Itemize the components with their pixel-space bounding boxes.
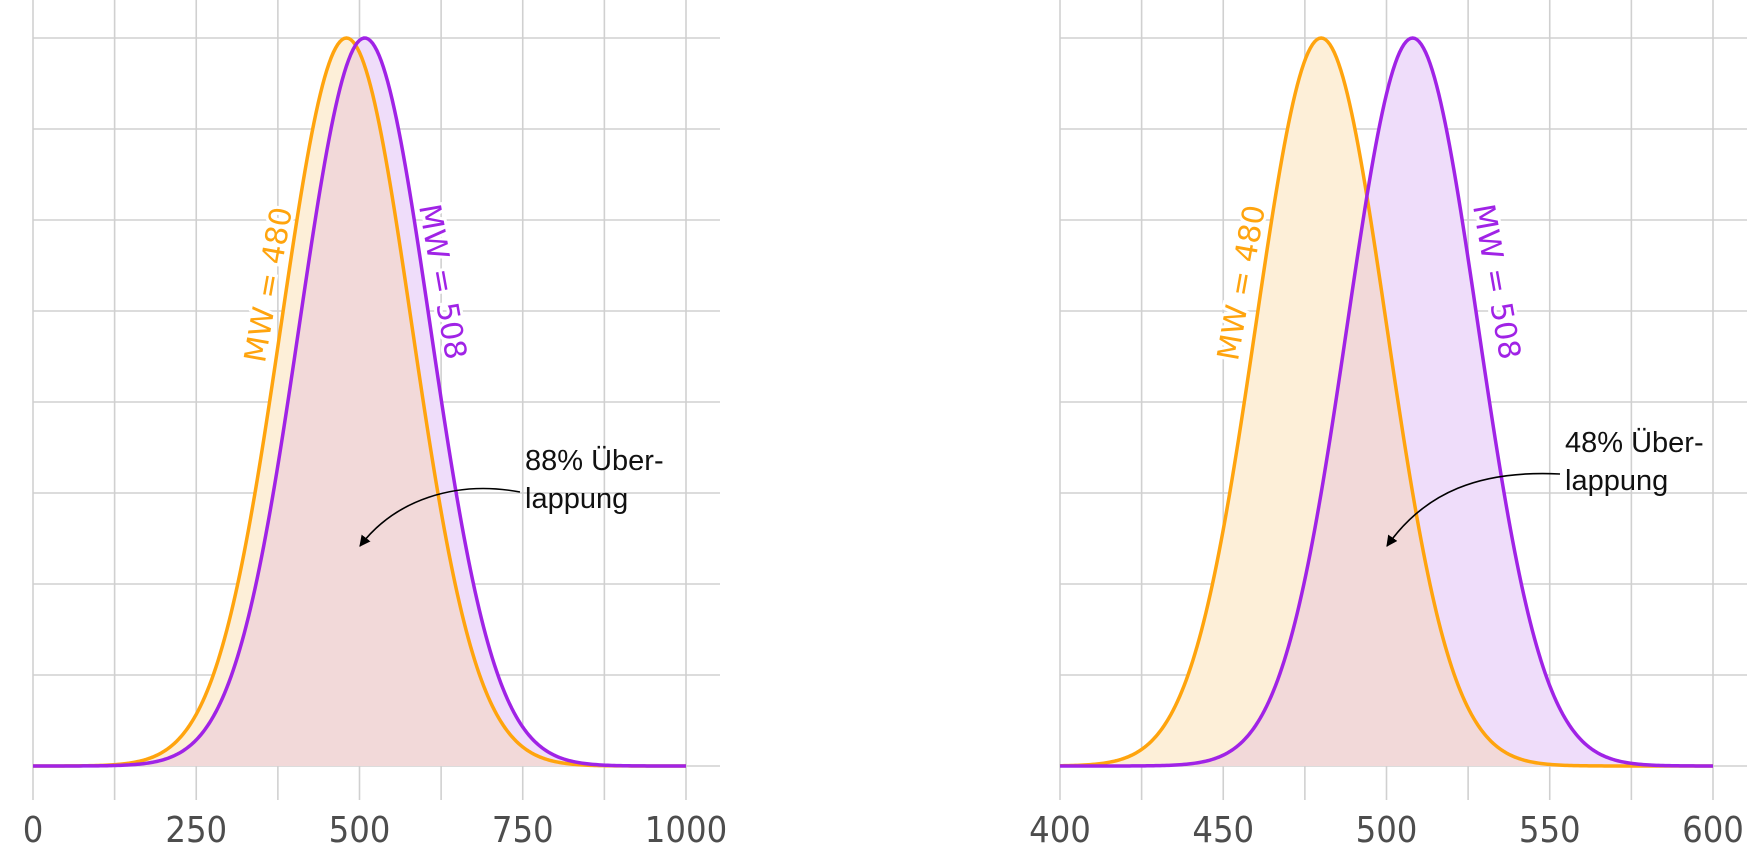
x-tick-label: 450 (1192, 810, 1254, 849)
panel-right: 400 450 500 550 600 MW = 480 MW = 508 48… (1029, 0, 1747, 849)
x-tick-label: 1000 (645, 810, 727, 849)
x-tick-label: 500 (329, 810, 391, 849)
area-overlap (1060, 196, 1713, 766)
curve-series-a (1059, 36, 1713, 768)
annotation-arrow (359, 487, 521, 547)
overlap-annotation-line2: lappung (1565, 465, 1668, 497)
x-tick-label: 250 (165, 810, 227, 849)
x-tick-label: 750 (492, 810, 554, 849)
curve-series-b (1060, 36, 1713, 768)
overlap-annotation-line1: 48% Über- (1565, 427, 1704, 459)
area-overlap (33, 45, 686, 767)
annotation-left: 88% Über- lappung (359, 445, 664, 547)
annotation-right: 48% Über- lappung (1386, 427, 1704, 547)
overlap-annotation-line1: 88% Über- (525, 445, 664, 477)
ticks-right: 400 450 500 550 600 (1029, 810, 1744, 849)
panel-left: 0 250 500 750 1000 MW = 480 MW = 508 88%… (23, 0, 728, 849)
x-tick-label: 550 (1519, 810, 1581, 849)
curve-series-a (33, 36, 686, 768)
annotation-arrow (1386, 472, 1561, 547)
x-tick-label: 0 (23, 810, 44, 849)
curve-series-b (33, 36, 686, 768)
curves-right (1059, 36, 1713, 768)
overlap-annotation-line2: lappung (525, 483, 628, 515)
areas-left (33, 38, 686, 767)
x-tick-label: 600 (1682, 810, 1744, 849)
x-tick-label: 500 (1356, 810, 1418, 849)
curves-left (33, 36, 686, 768)
x-tick-label: 400 (1029, 810, 1091, 849)
areas-right (1060, 38, 1713, 766)
ticks-left: 0 250 500 750 1000 (23, 810, 728, 849)
